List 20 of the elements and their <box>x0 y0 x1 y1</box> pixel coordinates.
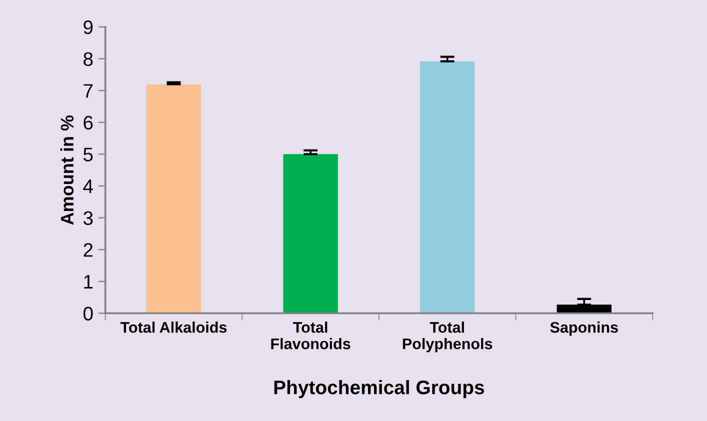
y-tick-label: 5 <box>84 148 93 162</box>
y-tick-label: 0 <box>83 306 93 320</box>
bar <box>420 61 475 314</box>
y-tick-label: 9 <box>84 20 93 34</box>
y-tick-label: 1 <box>84 275 93 288</box>
bar <box>283 154 338 314</box>
x-tick-label: Total Alkaloids <box>120 322 227 333</box>
x-tick-label: Saponins <box>550 322 618 336</box>
y-tick-label: 8 <box>84 52 93 66</box>
y-tick-label: 7 <box>84 84 93 98</box>
bar <box>556 304 612 314</box>
bar <box>146 84 202 314</box>
y-tick-label: 2 <box>84 243 93 257</box>
y-tick-label: 3 <box>83 211 93 226</box>
y-tick-label: 6 <box>84 116 93 130</box>
x-tick-label: Total Polyphenols <box>402 322 492 352</box>
y-tick-label: 4 <box>83 180 93 194</box>
x-tick-label: Total Flavonoids <box>271 322 350 350</box>
y-axis-title: Amount in % <box>60 115 74 225</box>
x-axis-title: Phytochemical Groups <box>274 380 484 398</box>
